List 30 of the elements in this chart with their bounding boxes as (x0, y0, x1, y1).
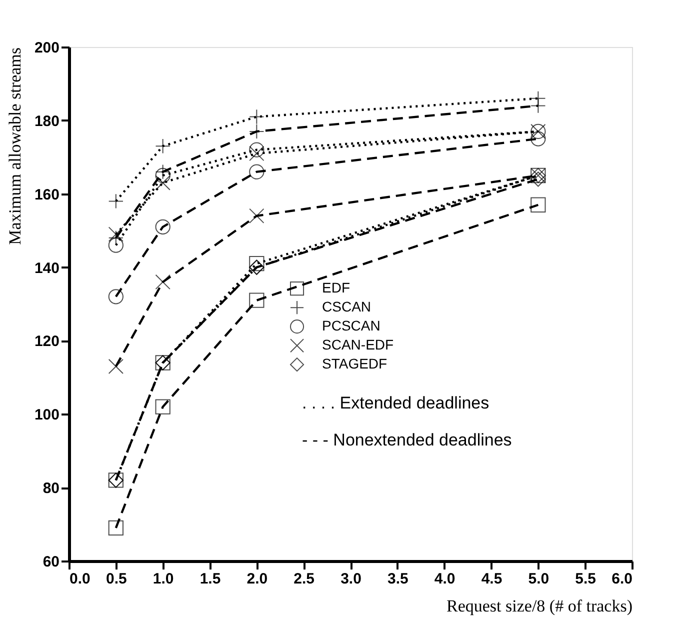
x-tick-label: 1.0 (152, 570, 174, 588)
x-axis-title: Request size/8 (# of tracks) (446, 596, 632, 616)
legend-label: PCSCAN (322, 318, 380, 334)
y-tick-label: 200 (34, 40, 60, 56)
y-tick-label: 60 (42, 554, 60, 570)
x-tick-label: 0.5 (106, 570, 127, 588)
x-tick-label: 0.0 (70, 570, 90, 588)
x-tick-label: 5.0 (528, 570, 550, 588)
x-tick-label: 3.5 (387, 570, 408, 588)
y-tick-label: 140 (34, 260, 60, 277)
x-tick-label: 2.5 (294, 570, 315, 588)
x-tick-label: 3.0 (340, 570, 362, 588)
y-tick-label: 160 (34, 186, 60, 204)
y-tick-label: 180 (34, 112, 60, 130)
x-tick-label: 5.5 (575, 570, 596, 588)
y-tick-label: 80 (42, 480, 60, 498)
legend-label: EDF (322, 280, 350, 296)
legend-label: STAGEDF (322, 356, 388, 372)
x-tick-label: 4.0 (434, 570, 456, 588)
x-tick-label: 2.0 (246, 570, 268, 588)
legend-label: SCAN-EDF (322, 336, 394, 353)
x-tick-label: 4.5 (481, 570, 502, 588)
annotation: . . . . Extended deadlines (302, 394, 490, 413)
y-tick-label: 100 (34, 406, 60, 424)
y-axis-title: Maximum allowable streams (5, 48, 24, 245)
annotation: - - - Nonextended deadlines (302, 430, 512, 450)
x-tick-label: 6.0 (612, 570, 632, 588)
legend-label: CSCAN (322, 298, 372, 315)
x-tick-label: 1.5 (200, 570, 221, 588)
y-tick-label: 120 (34, 333, 60, 350)
